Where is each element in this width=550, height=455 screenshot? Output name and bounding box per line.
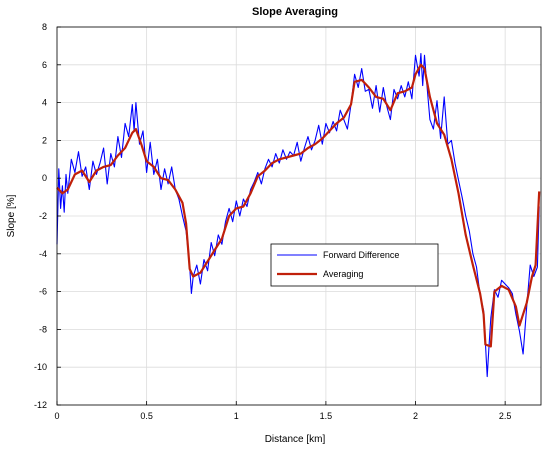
y-tick-label: -12 bbox=[34, 400, 47, 410]
x-tick-label: 1.5 bbox=[320, 411, 333, 421]
x-tick-label: 0.5 bbox=[140, 411, 153, 421]
x-tick-label: 0 bbox=[54, 411, 59, 421]
legend: Forward Difference Averaging bbox=[270, 243, 439, 287]
series-line-forward-difference bbox=[56, 52, 540, 378]
y-tick-label: 8 bbox=[42, 22, 47, 32]
x-tick-label: 2.5 bbox=[499, 411, 512, 421]
y-tick-label: 6 bbox=[42, 60, 47, 70]
legend-label-forward-difference: Forward Difference bbox=[323, 250, 399, 260]
x-tick-label: 1 bbox=[234, 411, 239, 421]
y-tick-label: 4 bbox=[42, 98, 47, 108]
x-axis-label: Distance [km] bbox=[265, 434, 326, 445]
y-tick-label: -2 bbox=[39, 211, 47, 221]
x-tick-label: 2 bbox=[413, 411, 418, 421]
legend-box bbox=[270, 243, 439, 287]
legend-label-averaging: Averaging bbox=[323, 269, 363, 279]
y-tick-label: -8 bbox=[39, 324, 47, 334]
y-tick-label: -6 bbox=[39, 287, 47, 297]
y-tick-label: -4 bbox=[39, 249, 47, 259]
chart-title: Slope Averaging bbox=[252, 6, 338, 18]
y-tick-label: 0 bbox=[42, 173, 47, 183]
y-axis-label: Slope [%] bbox=[6, 194, 17, 237]
series-line-averaging bbox=[56, 63, 541, 348]
y-tick-label: -10 bbox=[34, 362, 47, 372]
series-layer bbox=[56, 52, 541, 378]
axis-ticks: 0 0.5 1 1.5 2 2.5 -12 -10 -8 -6 -4 -2 0 2 4 6 8 bbox=[34, 22, 511, 421]
y-tick-label: 2 bbox=[42, 135, 47, 145]
